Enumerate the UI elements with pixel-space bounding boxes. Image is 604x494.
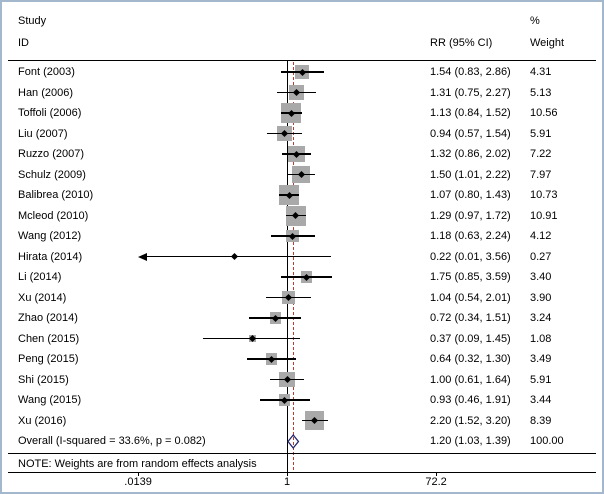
weight-value: 1.08	[530, 332, 552, 345]
overall-dashed-line	[293, 62, 295, 470]
rr-ci-value: 1.50 (1.01, 2.22)	[430, 168, 511, 181]
rr-ci-value: 0.72 (0.34, 1.51)	[430, 312, 511, 324]
study-label: Han (2006)	[18, 86, 74, 99]
weight-value: 10.91	[530, 209, 558, 222]
study-label: Font (2003)	[18, 66, 75, 78]
weight-value: 5.91	[530, 127, 552, 140]
overall-diamond	[287, 433, 300, 449]
study-label: Shi (2015)	[18, 373, 69, 386]
weight-value: 4.12	[530, 230, 552, 242]
study-label: Wang (2015)	[18, 394, 82, 406]
header-weight: Weight	[530, 37, 565, 49]
study-label: Liu (2007)	[18, 127, 68, 140]
rr-ci-value: 1.07 (0.80, 1.43)	[430, 189, 511, 201]
overall-label: Overall (I-squared = 33.6%, p = 0.082)	[18, 435, 206, 447]
weight-value: 3.40	[530, 271, 552, 283]
weight-value: 4.31	[530, 66, 552, 78]
weight-value: 8.39	[530, 414, 552, 427]
rr-ci-value: 1.04 (0.54, 2.01)	[430, 291, 511, 304]
rr-ci-value: 1.00 (0.61, 1.64)	[430, 373, 511, 386]
rr-ci-value: 1.31 (0.75, 2.27)	[430, 86, 511, 99]
weight-value: 3.44	[530, 394, 552, 406]
rr-ci-value: 1.18 (0.63, 2.24)	[430, 230, 511, 242]
rr-ci-value: 0.64 (0.32, 1.30)	[430, 353, 511, 365]
rr-ci-value: 1.29 (0.97, 1.72)	[430, 209, 511, 222]
axis-tick	[436, 472, 438, 476]
study-label: Toffoli (2006)	[18, 107, 82, 119]
header-id: ID	[18, 37, 29, 49]
study-label: Xu (2016)	[18, 414, 67, 427]
study-label: Xu (2014)	[18, 291, 67, 304]
rr-ci-value: 0.93 (0.46, 1.91)	[430, 394, 511, 406]
x-axis-line	[8, 472, 596, 473]
header-rr-ci: RR (95% CI)	[430, 37, 493, 49]
rr-ci-value: 1.54 (0.83, 2.86)	[430, 66, 511, 78]
weight-value: 0.27	[530, 250, 552, 263]
note-text: NOTE: Weights are from random effects an…	[18, 458, 257, 470]
rr-ci-value: 1.20 (1.03, 1.39)	[430, 435, 511, 447]
weight-value: 7.97	[530, 168, 552, 181]
weight-value: 100.00	[530, 435, 564, 447]
weight-value: 3.49	[530, 353, 552, 365]
null-line	[287, 60, 288, 472]
study-label: Ruzzo (2007)	[18, 148, 85, 160]
axis-tick-label: 72.2	[425, 476, 447, 488]
rr-ci-value: 2.20 (1.52, 3.20)	[430, 414, 511, 427]
weight-value: 3.24	[530, 312, 552, 324]
study-label: Balibrea (2010)	[18, 189, 94, 201]
study-label: Wang (2012)	[18, 230, 82, 242]
study-label: Chen (2015)	[18, 332, 80, 345]
study-label: Schulz (2009)	[18, 168, 86, 181]
header-study: Study	[18, 15, 47, 27]
rr-ci-value: 0.22 (0.01, 3.56)	[430, 250, 511, 263]
arrow-left-icon	[138, 252, 148, 261]
header-percent: %	[530, 15, 540, 27]
study-label: Mcleod (2010)	[18, 209, 89, 222]
rr-ci-value: 1.75 (0.85, 3.59)	[430, 271, 511, 283]
study-label: Li (2014)	[18, 271, 62, 283]
study-label: Zhao (2014)	[18, 312, 78, 324]
point-marker	[230, 252, 238, 261]
rr-ci-value: 0.37 (0.09, 1.45)	[430, 332, 511, 345]
weight-value: 5.13	[530, 86, 552, 99]
axis-tick	[138, 472, 140, 476]
rr-ci-value: 1.13 (0.84, 1.52)	[430, 107, 511, 119]
axis-tick-label: .0139	[124, 476, 152, 488]
axis-tick	[287, 472, 288, 476]
weight-value: 5.91	[530, 373, 552, 386]
axis-tick-label: 1	[283, 476, 291, 488]
study-label: Hirata (2014)	[18, 250, 83, 263]
weight-value: 10.73	[530, 189, 558, 201]
study-label: Peng (2015)	[18, 353, 79, 365]
weight-value: 10.56	[530, 107, 558, 119]
weight-value: 7.22	[530, 148, 552, 160]
ci-line	[146, 255, 332, 258]
header-divider	[8, 60, 596, 61]
weight-value: 3.90	[530, 291, 552, 304]
rr-ci-value: 1.32 (0.86, 2.02)	[430, 148, 511, 160]
rr-ci-value: 0.94 (0.57, 1.54)	[430, 127, 511, 140]
note-divider	[8, 453, 596, 454]
